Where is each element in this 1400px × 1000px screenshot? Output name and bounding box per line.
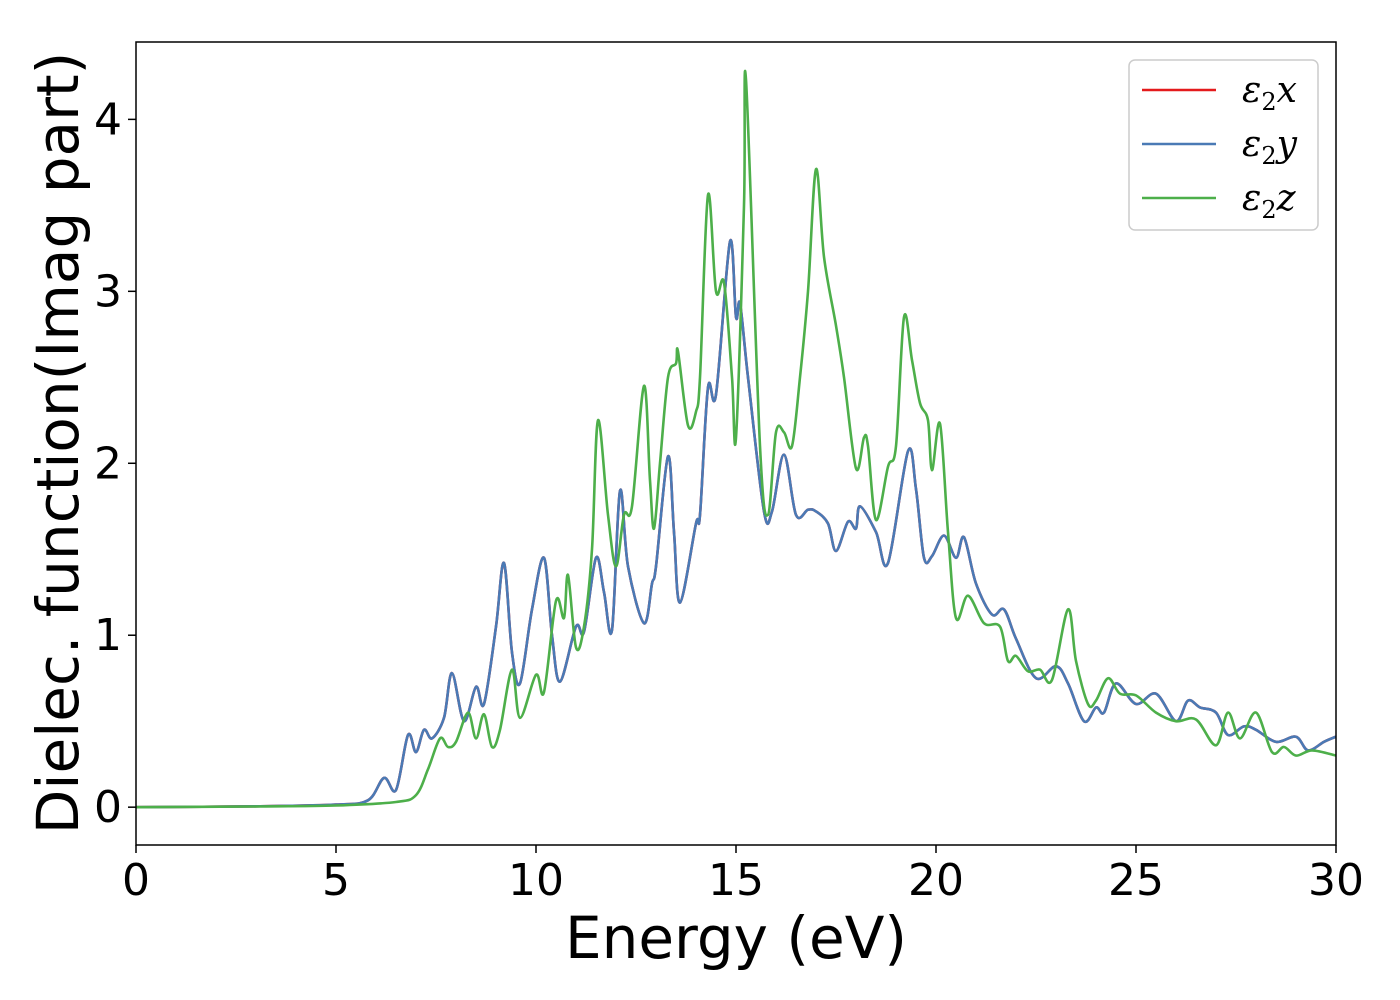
y-tick-label: 3 [94,266,122,317]
x-tick-label: 0 [122,855,150,906]
series-line-z [136,69,1336,809]
legend-box [1128,59,1319,231]
y-axis: 0 1 2 3 4 [94,94,136,833]
x-tick-label: 15 [708,855,764,906]
x-tick-label: 10 [508,855,564,906]
y-axis-label: Dielec. function(Imag part) [24,52,92,835]
y-tick-label: 4 [94,94,122,145]
x-tick-label: 20 [908,855,964,906]
x-axis-label: Energy (eV) [565,904,907,972]
y-tick-label: 0 [94,782,122,833]
legend-label-z: ε2z [1242,178,1297,224]
series-line-y [136,238,1336,809]
plot-lines [136,69,1336,809]
legend: ε2x ε2y ε2z [1128,59,1319,231]
y-tick-label: 2 [94,438,122,489]
x-tick-label: 5 [322,855,350,906]
x-axis: 0 5 10 15 20 25 30 [122,845,1364,906]
legend-label-y: ε2y [1242,124,1298,170]
legend-label-x: ε2x [1242,70,1297,116]
x-tick-label: 25 [1108,855,1164,906]
x-tick-label: 30 [1308,855,1364,906]
y-tick-label: 1 [94,610,122,661]
